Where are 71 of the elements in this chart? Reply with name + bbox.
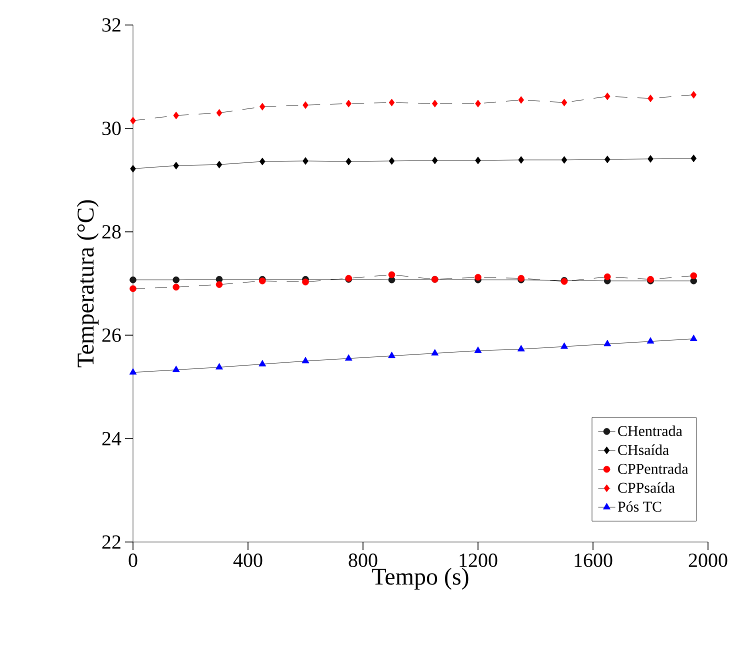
y-tick-label: 22: [102, 535, 120, 549]
point: [690, 334, 698, 342]
point: [646, 337, 654, 344]
point: [388, 352, 396, 358]
point: [130, 116, 136, 124]
x-tick-label: 1200: [460, 554, 498, 568]
point: [431, 349, 439, 356]
point: [604, 340, 612, 346]
point: [518, 156, 524, 164]
y-tick-label: 32: [102, 18, 120, 32]
point: [648, 155, 654, 163]
x-tick-label: 1600: [574, 554, 612, 568]
point: [259, 102, 266, 110]
point: [388, 157, 395, 165]
point: [474, 274, 482, 281]
point: [130, 276, 136, 284]
point: [475, 156, 481, 164]
point: [216, 363, 223, 370]
point: [388, 98, 395, 106]
point: [344, 354, 352, 361]
point: [173, 162, 180, 170]
point: [346, 100, 352, 108]
legend-label: CPPsaída: [618, 482, 675, 493]
point: [129, 368, 137, 375]
point: [690, 272, 698, 280]
point: [690, 154, 697, 162]
point: [604, 273, 611, 280]
x-tick-label: 2000: [688, 554, 728, 568]
point: [130, 285, 136, 292]
x-tick-label: 400: [233, 554, 262, 568]
point: [302, 278, 309, 286]
point: [561, 98, 568, 106]
point: [518, 96, 524, 104]
point: [302, 101, 308, 109]
point: [173, 112, 180, 120]
point: [517, 344, 525, 352]
point: [560, 342, 568, 349]
legend-label: Pós TC: [618, 501, 662, 512]
x-tick-label: 0: [128, 554, 138, 568]
point: [604, 92, 610, 100]
point: [259, 158, 266, 166]
y-tick-label: 28: [102, 225, 121, 239]
legend-label: CHsaída: [618, 444, 669, 455]
point: [302, 356, 310, 364]
point: [475, 100, 481, 108]
point: [346, 158, 352, 166]
point: [216, 109, 222, 117]
point: [432, 156, 438, 164]
y-tick-label: 26: [102, 328, 121, 342]
point: [388, 271, 396, 278]
point: [474, 346, 482, 353]
point: [302, 157, 308, 165]
x-tick-label: 800: [348, 554, 378, 568]
point: [216, 160, 222, 168]
point: [172, 276, 180, 284]
y-tick-label: 30: [102, 122, 121, 136]
point: [432, 100, 438, 108]
legend-label: CHentrada: [618, 426, 682, 436]
point: [172, 366, 180, 372]
x-axis-title: Tempo (s): [372, 568, 468, 590]
point: [258, 360, 266, 366]
point: [216, 281, 223, 288]
legend-label: CPPentrada: [618, 463, 688, 474]
y-tick-label: 24: [102, 432, 122, 446]
point: [130, 164, 136, 173]
y-axis-title: Temperatura (°C): [76, 200, 99, 368]
point: [648, 94, 654, 102]
point: [690, 90, 697, 99]
point: [604, 156, 610, 164]
point: [561, 156, 568, 164]
point: [172, 284, 180, 291]
